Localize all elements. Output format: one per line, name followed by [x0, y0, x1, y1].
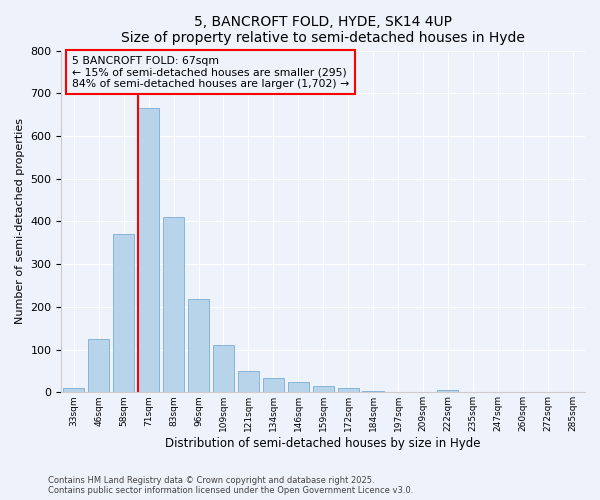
Bar [88, 339, 109, 392]
Bar [263, 378, 284, 392]
Bar [138, 108, 159, 393]
Y-axis label: Number of semi-detached properties: Number of semi-detached properties [15, 118, 25, 324]
Bar [362, 390, 383, 392]
Title: 5, BANCROFT FOLD, HYDE, SK14 4UP
Size of property relative to semi-detached hous: 5, BANCROFT FOLD, HYDE, SK14 4UP Size of… [121, 15, 525, 45]
Bar [437, 390, 458, 392]
Bar [113, 234, 134, 392]
Bar [287, 382, 309, 392]
Bar [213, 346, 234, 393]
Bar [63, 388, 85, 392]
Bar [188, 299, 209, 392]
Bar [313, 386, 334, 392]
Text: 5 BANCROFT FOLD: 67sqm
← 15% of semi-detached houses are smaller (295)
84% of se: 5 BANCROFT FOLD: 67sqm ← 15% of semi-det… [72, 56, 349, 89]
Text: Contains HM Land Registry data © Crown copyright and database right 2025.
Contai: Contains HM Land Registry data © Crown c… [48, 476, 413, 495]
Bar [338, 388, 359, 392]
X-axis label: Distribution of semi-detached houses by size in Hyde: Distribution of semi-detached houses by … [166, 437, 481, 450]
Bar [163, 217, 184, 392]
Bar [238, 371, 259, 392]
